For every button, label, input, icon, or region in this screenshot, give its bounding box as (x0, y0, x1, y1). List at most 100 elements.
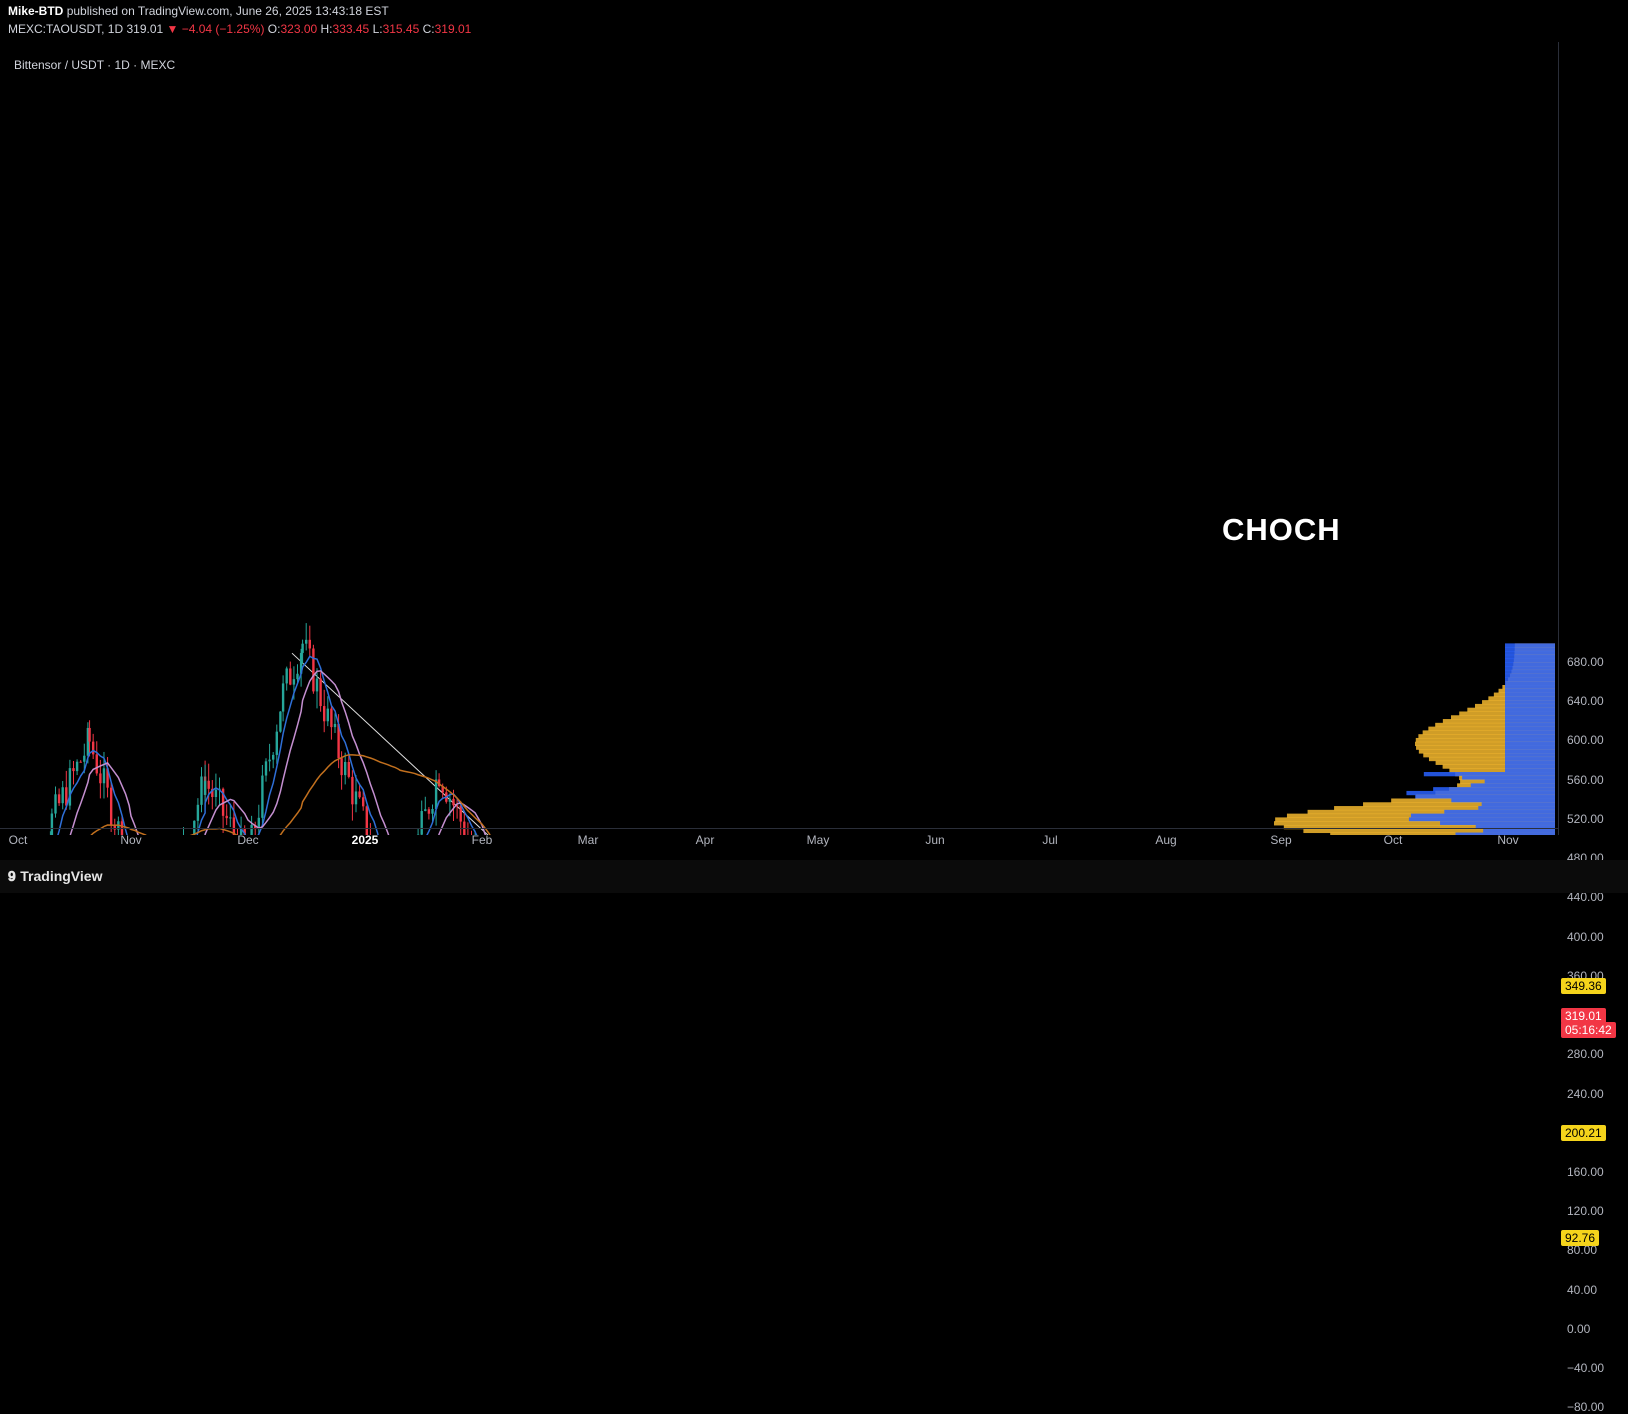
price-tick-label: 160.00 (1567, 1165, 1604, 1179)
candle-body (229, 817, 231, 818)
candle-body (460, 806, 462, 822)
volume-profile-value-bar (1505, 700, 1555, 704)
candle-body (200, 776, 202, 804)
author-name[interactable]: Mike-BTD (8, 4, 63, 18)
volume-profile-value-bar (1505, 761, 1555, 765)
candle-body (62, 787, 64, 803)
candle-body (103, 768, 105, 783)
price-tick-label: 520.00 (1567, 812, 1604, 826)
volume-profile-value-bar (1505, 693, 1555, 697)
volume-profile-value-bar (1505, 670, 1555, 674)
candle-body (76, 762, 78, 771)
candle-body (268, 760, 270, 762)
symbol-label[interactable]: MEXC:TAOUSDT, 1D (8, 22, 123, 36)
price-tick-label: −40.00 (1567, 1361, 1604, 1375)
candle-body (296, 674, 298, 679)
close-value: 319.01 (435, 22, 472, 36)
volume-profile-value-bar (1433, 787, 1555, 791)
time-tick-label: Aug (1155, 833, 1176, 847)
time-tick-label: Mar (578, 833, 599, 847)
volume-profile-value-bar (1505, 704, 1555, 708)
brand-label: TradingView (20, 868, 102, 884)
low-label: L: (373, 22, 383, 36)
price-tick-label: 400.00 (1567, 930, 1604, 944)
price-tick-label: 560.00 (1567, 773, 1604, 787)
publish-line: Mike-BTD published on TradingView.com, J… (8, 4, 389, 18)
volume-profile-value-bar (1505, 696, 1555, 700)
time-tick-label: Oct (1384, 833, 1403, 847)
volume-profile-value-bar (1505, 730, 1555, 734)
time-tick-label: Nov (1497, 833, 1518, 847)
price-tick-label: −80.00 (1567, 1400, 1604, 1414)
volume-profile-value-bar (1505, 753, 1555, 757)
price-tick-label: 280.00 (1567, 1047, 1604, 1061)
time-tick-label: Jul (1042, 833, 1057, 847)
candle-body (208, 781, 210, 789)
time-tick-label: May (807, 833, 830, 847)
candle-body (435, 779, 437, 809)
candle-body (197, 805, 199, 821)
volume-profile-value-bar (1505, 685, 1555, 689)
candle-body (319, 678, 321, 706)
candle-body (54, 794, 56, 813)
price-tick-label: 240.00 (1567, 1087, 1604, 1101)
candle-body (452, 799, 454, 805)
time-tick-label: Dec (237, 833, 258, 847)
low-value: 315.45 (383, 22, 420, 36)
volume-profile-value-bar (1406, 791, 1555, 795)
high-value: 333.45 (333, 22, 370, 36)
tradingview-logo[interactable]: 𝟗 TradingView (8, 868, 102, 886)
candle-body (330, 709, 332, 727)
candle-body (309, 640, 311, 649)
candle-body (110, 788, 112, 826)
price-tick-label: 120.00 (1567, 1204, 1604, 1218)
volume-profile-value-bar (1451, 798, 1555, 802)
volume-profile-value-bar (1505, 681, 1555, 685)
price-chart[interactable] (0, 42, 1558, 835)
candle-body (344, 762, 346, 775)
volume-profile-value-bar (1505, 643, 1555, 647)
volume-profile-value-bar (1505, 715, 1555, 719)
candle-body (334, 724, 336, 727)
candle-body (312, 648, 314, 691)
volume-profile-value-bar (1505, 734, 1555, 738)
volume-profile-value-bar (1505, 768, 1555, 772)
volume-profile-value-bar (1411, 814, 1555, 818)
candle-body (305, 640, 307, 644)
candle-body (272, 755, 274, 760)
volume-profile-value-bar (1462, 776, 1555, 780)
volume-profile-value-bar (1409, 817, 1555, 821)
candle-body (204, 781, 206, 795)
time-tick-label: Feb (472, 833, 493, 847)
candle-body (261, 776, 263, 818)
candle-body (83, 756, 85, 762)
candle-body (276, 732, 278, 755)
volume-profile-value-bar (1505, 677, 1555, 681)
volume-profile-value-bar (1505, 659, 1555, 663)
candle-body (99, 773, 101, 783)
candle-body (265, 761, 267, 775)
candle-body (449, 799, 451, 802)
price-tick-label: 0.00 (1567, 1322, 1590, 1336)
ma-mid-line (18, 671, 1029, 835)
price-tag: 200.21 (1561, 1125, 1606, 1141)
candle-body (289, 668, 291, 684)
volume-profile-value-bar (1424, 772, 1555, 776)
volume-profile-value-bar (1440, 821, 1555, 825)
price-tick-label: 640.00 (1567, 694, 1604, 708)
volume-profile-value-bar (1505, 719, 1555, 723)
candle-body (424, 809, 426, 811)
time-tick-label: Sep (1270, 833, 1291, 847)
open-value: 323.00 (280, 22, 317, 36)
chart-title: Bittensor / USDT · 1D · MEXC (14, 58, 175, 72)
volume-profile-value-bar (1505, 651, 1555, 655)
volume-profile-value-bar (1444, 810, 1555, 814)
volume-profile-value-bar (1505, 711, 1555, 715)
volume-profile-value-bar (1505, 674, 1555, 678)
price-tick-label: 40.00 (1567, 1283, 1597, 1297)
candle-body (327, 709, 329, 722)
candle-body (355, 791, 357, 804)
price-tick-label: 600.00 (1567, 733, 1604, 747)
